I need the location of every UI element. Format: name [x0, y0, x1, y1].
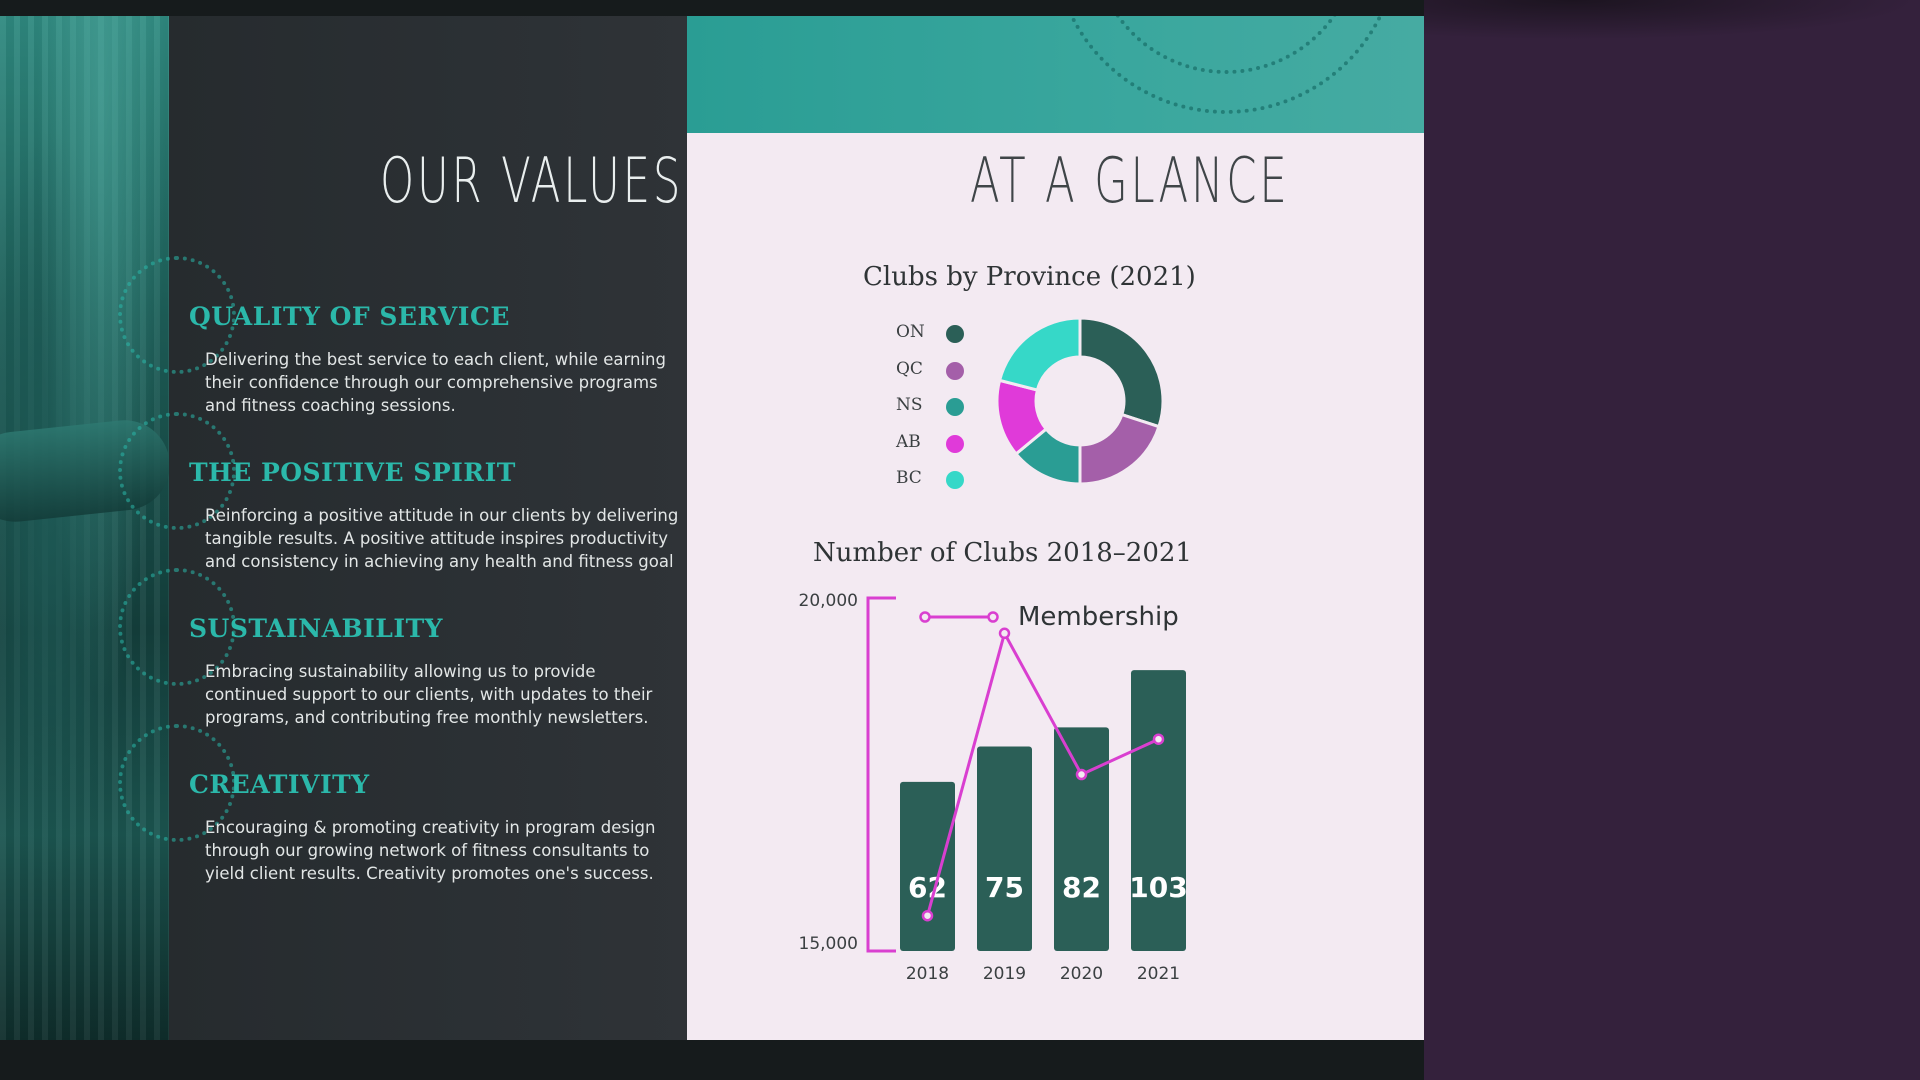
value-text-line: yield client results. Creativity promote…: [205, 864, 654, 883]
value-text-creativity: Encouraging & promoting creativity in pr…: [205, 816, 685, 885]
value-heading-quality: QUALITY OF SERVICE: [189, 302, 510, 331]
legend-swatch: [946, 362, 964, 380]
bar-line-chart: 20,000 15,000 Membership 62 2018 75 2019 82 2020…: [799, 591, 1188, 984]
value-text-sustainability: Embracing sustainability allowing us to …: [205, 660, 685, 729]
teal-header-band: [687, 16, 1424, 133]
bar-chart-title: Number of Clubs 2018–2021: [813, 538, 1192, 568]
dotted-ring-decoration: [118, 256, 236, 374]
bar-value-label: 103: [1129, 871, 1187, 904]
value-text-line: through our growing network of fitness c…: [205, 841, 650, 860]
legend-label: AB: [896, 432, 921, 452]
athlete-photo: [0, 16, 169, 1040]
membership-point: [1075, 768, 1088, 781]
dotted-ring-decoration: [118, 568, 236, 686]
y-tick-label: 15,000: [799, 934, 858, 954]
values-title: OUR VALUES: [380, 144, 684, 217]
value-text-line: Reinforcing a positive attitude in our c…: [205, 506, 679, 525]
value-heading-creativity: CREATIVITY: [189, 770, 370, 799]
legend-swatch: [946, 325, 964, 343]
dotted-ring-decoration: [118, 724, 236, 842]
y-axis-bracket: [866, 596, 896, 953]
value-text-quality: Delivering the best service to each clie…: [205, 348, 685, 417]
glance-title: AT A GLANCE: [970, 144, 1290, 217]
values-panel: [169, 16, 687, 1040]
bar-value-label: 75: [985, 871, 1024, 904]
membership-point: [998, 627, 1011, 640]
legend-marker: [919, 611, 931, 623]
legend-label: NS: [896, 395, 923, 415]
bar-2019: [977, 746, 1032, 951]
legend-marker: [987, 611, 999, 623]
value-text-line: Delivering the best service to each clie…: [205, 350, 666, 369]
donut-slice-qc: [1078, 412, 1161, 486]
x-tick-label: 2021: [1137, 964, 1180, 984]
x-tick-label: 2020: [1060, 964, 1103, 984]
y-tick-label: 20,000: [799, 591, 858, 611]
legend-label-membership: Membership: [1018, 602, 1179, 632]
value-text-line: tangible results. A positive attitude in…: [205, 529, 668, 548]
value-text-line: their confidence through our comprehensi…: [205, 373, 658, 392]
donut-chart-title: Clubs by Province (2021): [863, 262, 1196, 292]
x-tick-label: 2018: [906, 964, 949, 984]
value-heading-sustainability: SUSTAINABILITY: [189, 614, 444, 643]
bar-value-label: 62: [908, 871, 947, 904]
legend-swatch: [946, 471, 964, 489]
legend-swatch: [946, 398, 964, 416]
x-tick-label: 2019: [983, 964, 1026, 984]
value-heading-positive-spirit: THE POSITIVE SPIRIT: [189, 458, 516, 487]
value-text-line: and consistency in achieving any health …: [205, 552, 674, 571]
backdrop-shadow: [1424, 0, 1920, 40]
donut-slice-on: [1078, 316, 1165, 429]
value-text-line: continued support to our clients, with u…: [205, 685, 653, 704]
value-text-line: programs, and contributing free monthly …: [205, 708, 649, 727]
membership-point: [1152, 733, 1165, 745]
legend-label: BC: [896, 468, 922, 488]
donut-chart: [995, 316, 1165, 486]
membership-point: [921, 909, 934, 922]
dotted-ring-decoration: [118, 412, 236, 530]
bar-2020: [1054, 727, 1109, 951]
legend-swatch: [946, 435, 964, 453]
donut-slice-bc: [997, 316, 1082, 392]
value-text-line: Embracing sustainability allowing us to …: [205, 662, 596, 681]
brochure-spread: OUR VALUES QUALITY OF SERVICE Delivering…: [0, 16, 1424, 1040]
legend-label: QC: [896, 359, 923, 379]
bar-value-label: 82: [1062, 871, 1101, 904]
legend-label: ON: [896, 322, 925, 342]
bar-2021: [1131, 670, 1186, 951]
value-text-line: Encouraging & promoting creativity in pr…: [205, 818, 656, 837]
value-text-line: and fitness coaching sessions.: [205, 396, 456, 415]
membership-line: [926, 631, 1160, 917]
value-text-positive-spirit: Reinforcing a positive attitude in our c…: [205, 504, 685, 573]
bar-2018: [900, 781, 955, 951]
